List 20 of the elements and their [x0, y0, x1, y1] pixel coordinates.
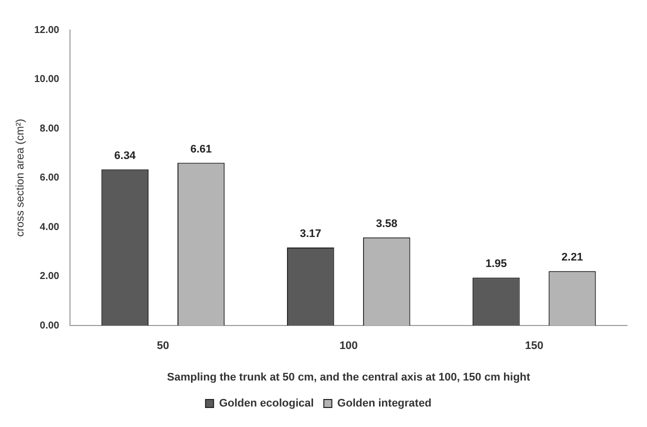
y-tick-label: 0.00 — [40, 320, 60, 332]
legend-label: Golden ecological — [219, 398, 314, 410]
data-label: 2.21 — [562, 252, 583, 264]
y-tick-label: 12.00 — [34, 24, 60, 36]
x-tick-label: 100 — [339, 340, 358, 352]
x-tick-label: 50 — [156, 340, 170, 352]
y-tick-label: 2.00 — [40, 271, 60, 282]
data-label: 3.58 — [376, 218, 398, 230]
x-tick-label: 150 — [525, 340, 544, 352]
data-label: 1.95 — [485, 258, 507, 270]
y-tick-label: 6.00 — [40, 172, 60, 184]
data-label: 6.61 — [190, 143, 212, 156]
y-axis-title: cross section area (cm²) — [14, 118, 27, 237]
data-label: 6.34 — [114, 150, 137, 162]
x-axis-title: Sampling the trunk at 50 cm, and the central axis at 100, 150 cm hight — [167, 371, 531, 384]
data-label: 3.17 — [300, 228, 322, 240]
legend-label: Golden integrated — [337, 398, 432, 410]
y-tick-label: 10.00 — [34, 74, 60, 86]
y-tick-label: 4.00 — [40, 222, 60, 233]
y-tick-label: 8.00 — [40, 123, 60, 134]
